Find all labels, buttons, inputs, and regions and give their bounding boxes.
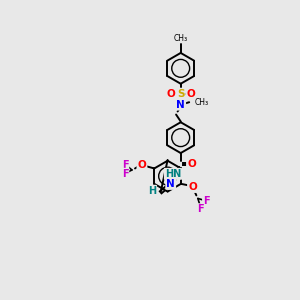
Text: O: O [187,159,196,169]
Text: N: N [166,179,175,189]
Text: O: O [188,182,197,192]
Text: F: F [122,160,128,170]
Text: H: H [148,186,156,196]
Text: CH₃: CH₃ [174,34,188,43]
Text: S: S [177,89,184,99]
Text: O: O [166,89,175,99]
Text: O: O [186,89,195,99]
Text: F: F [197,204,203,214]
Text: F: F [122,169,128,179]
Text: CH₃: CH₃ [195,98,209,107]
Text: O: O [138,160,146,170]
Text: HN: HN [165,169,181,179]
Text: N: N [176,100,185,110]
Text: F: F [203,196,210,206]
